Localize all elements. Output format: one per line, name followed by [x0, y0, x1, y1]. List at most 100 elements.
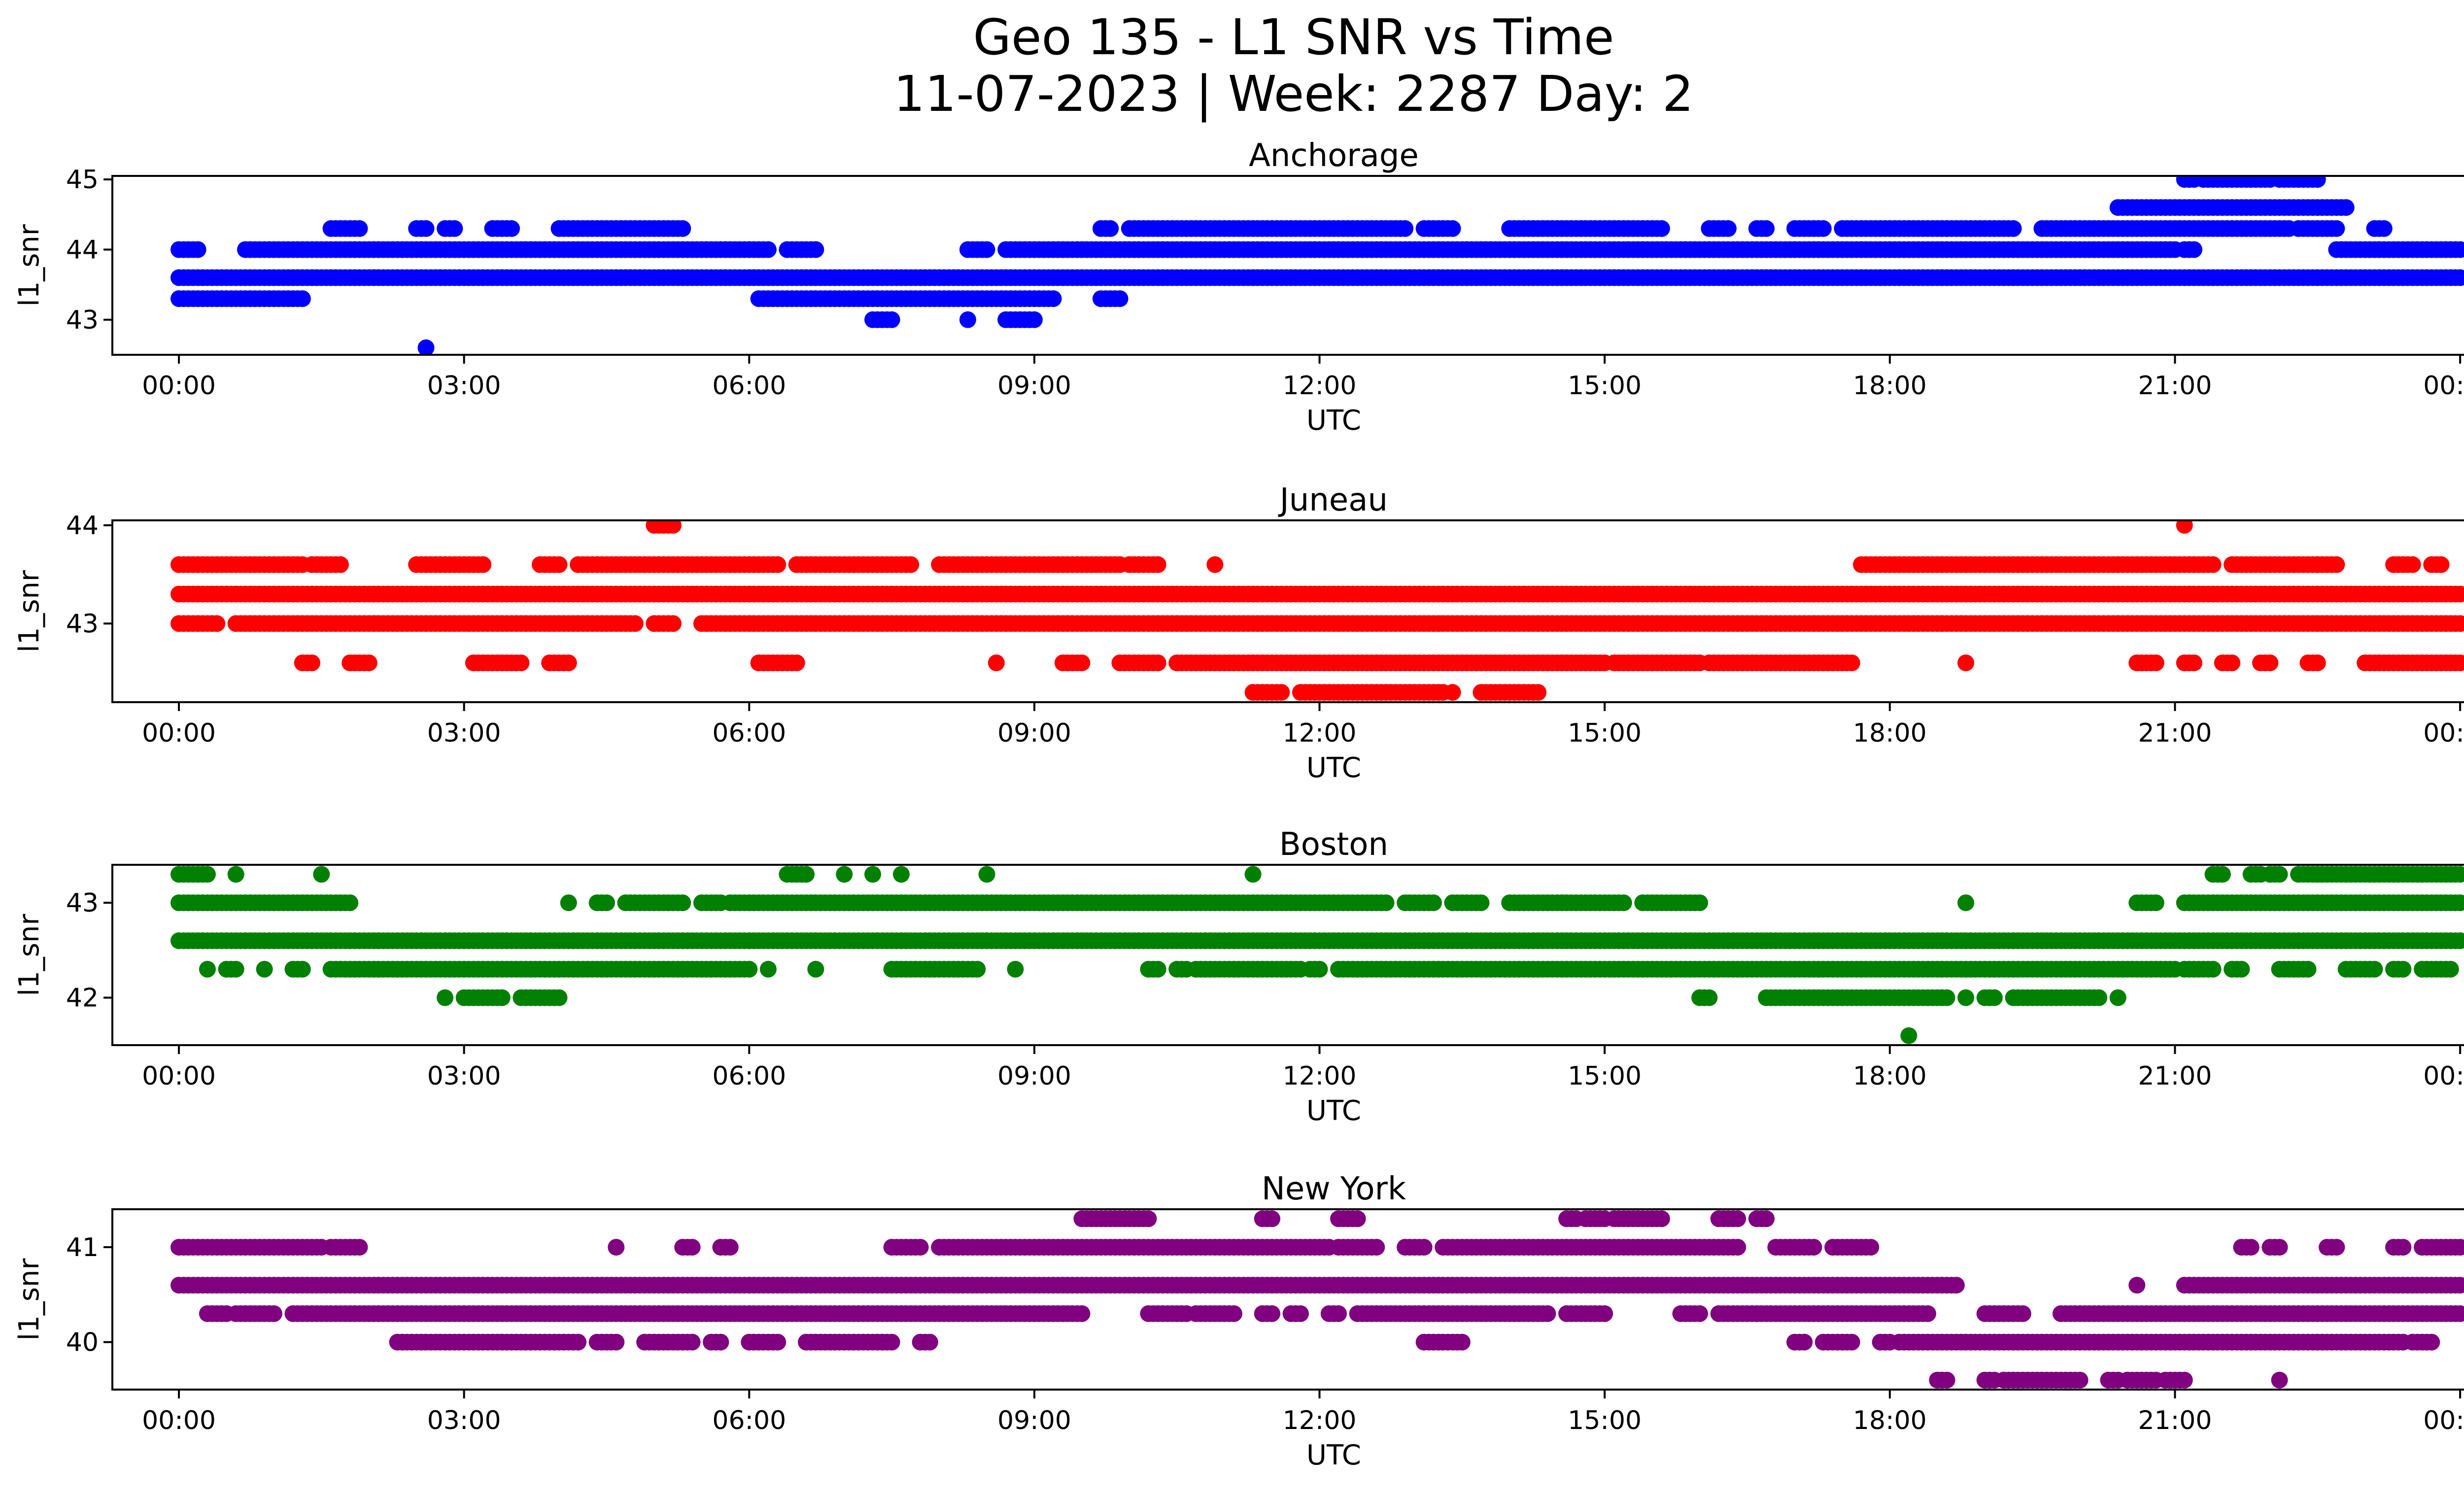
data-point [313, 866, 330, 883]
x-axis-label: UTC [1306, 1095, 1361, 1127]
data-point [2148, 654, 2164, 671]
data-point [979, 866, 995, 883]
data-point [2205, 961, 2222, 978]
x-tick-label: 21:00 [2138, 1061, 2212, 1091]
data-point [1007, 961, 1024, 978]
data-point [1986, 989, 2003, 1006]
y-tick-label: 44 [66, 235, 99, 265]
x-tick-label: 21:00 [2138, 371, 2212, 401]
data-point [1530, 684, 1546, 701]
panel-title: Boston [1279, 826, 1388, 863]
data-point [332, 556, 349, 573]
y-tick-label: 43 [66, 609, 99, 639]
data-point [1226, 1305, 1242, 1322]
data-point [1026, 311, 1043, 328]
data-point [342, 894, 358, 911]
data-point [418, 340, 435, 356]
data-point [1264, 1305, 1280, 1322]
x-tick-label: 00:00 [2423, 371, 2464, 401]
data-point [836, 866, 853, 883]
data-point [1596, 1305, 1613, 1322]
data-point [190, 241, 206, 258]
x-tick-label: 15:00 [1568, 371, 1642, 401]
data-point [1112, 290, 1129, 307]
y-tick-label: 45 [66, 165, 99, 195]
data-point [1397, 220, 1413, 237]
data-point [674, 894, 691, 911]
data-point [560, 654, 577, 671]
x-tick-label: 09:00 [997, 718, 1071, 748]
figure-title-line2: 11-07-2023 | Week: 2287 Day: 2 [893, 65, 1693, 123]
x-tick-label: 00:00 [142, 718, 216, 748]
data-point [2309, 654, 2326, 671]
x-tick-label: 12:00 [1283, 718, 1357, 748]
x-tick-label: 09:00 [997, 371, 1071, 401]
x-tick-label: 03:00 [427, 371, 501, 401]
y-axis-label: l1_snr [13, 224, 45, 306]
data-point [1957, 989, 1974, 1006]
data-point [2005, 220, 2022, 237]
data-point [1701, 989, 1717, 1006]
x-tick-label: 00:00 [142, 371, 216, 401]
data-point [2233, 961, 2250, 978]
data-point [1615, 894, 1632, 911]
data-point [979, 241, 995, 258]
data-point [2328, 556, 2345, 573]
data-point [361, 654, 377, 671]
data-point [266, 1305, 282, 1322]
data-point [2148, 894, 2164, 911]
data-point [2271, 866, 2288, 883]
data-point [294, 961, 311, 978]
panel-title: Juneau [1278, 482, 1388, 518]
data-point [294, 290, 311, 307]
x-tick-label: 03:00 [427, 718, 501, 748]
data-point [1939, 989, 1955, 1006]
data-point [864, 866, 881, 883]
x-axis-label: UTC [1306, 405, 1361, 437]
data-point [1720, 220, 1737, 237]
data-point [1378, 894, 1395, 911]
data-point [2224, 654, 2240, 671]
x-axis-label: UTC [1306, 752, 1361, 784]
data-point [2186, 654, 2202, 671]
x-tick-label: 09:00 [997, 1061, 1071, 1091]
data-point [256, 961, 273, 978]
x-tick-label: 12:00 [1283, 371, 1357, 401]
data-point [1948, 1277, 1965, 1293]
data-point [1900, 1027, 1917, 1044]
x-tick-label: 00:00 [2423, 718, 2464, 748]
data-point [1045, 290, 1062, 307]
data-point [1444, 220, 1461, 237]
data-point [1073, 654, 1090, 671]
x-tick-label: 18:00 [1853, 371, 1927, 401]
data-point [199, 961, 216, 978]
x-tick-label: 06:00 [712, 1061, 786, 1091]
data-point [1815, 220, 1832, 237]
data-point [199, 866, 216, 883]
data-point [2338, 199, 2355, 216]
data-point [884, 311, 900, 328]
x-tick-label: 21:00 [2138, 718, 2212, 748]
data-point [1150, 654, 1166, 671]
data-point [674, 220, 691, 237]
data-point [893, 866, 910, 883]
data-point [494, 989, 511, 1006]
data-point [807, 961, 824, 978]
data-point [304, 654, 320, 671]
data-point [2376, 220, 2393, 237]
data-point [551, 989, 568, 1006]
y-tick-label: 43 [66, 306, 99, 335]
data-point [1691, 1305, 1708, 1322]
x-tick-label: 06:00 [712, 371, 786, 401]
data-point [1311, 961, 1328, 978]
panel-title: Anchorage [1249, 137, 1419, 174]
data-point [1957, 894, 1974, 911]
data-point [788, 654, 805, 671]
data-point [2261, 654, 2278, 671]
x-tick-label: 00:00 [142, 1061, 216, 1091]
x-tick-label: 15:00 [1568, 1061, 1642, 1091]
data-point [1245, 866, 1262, 883]
x-tick-label: 15:00 [1568, 718, 1642, 748]
